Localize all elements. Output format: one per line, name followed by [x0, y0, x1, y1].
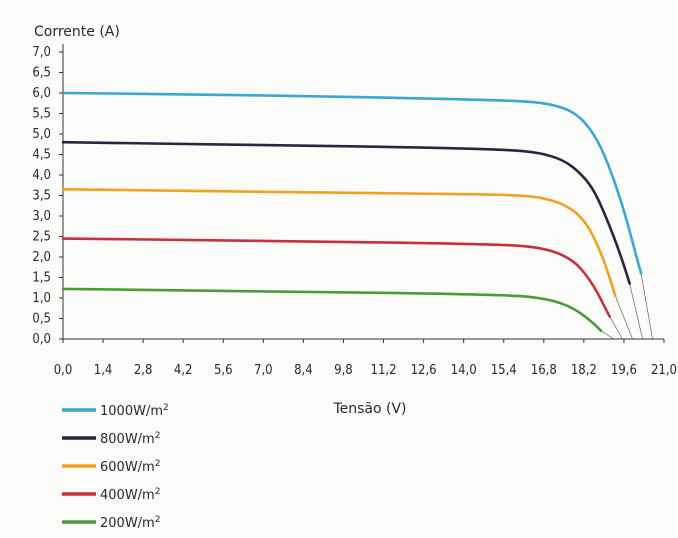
series-line-2: [61, 140, 631, 285]
y-tick-label: 6,0: [32, 86, 51, 101]
y-axis-title: Corrente (A): [34, 24, 120, 40]
x-axis-title: Tensão (V): [332, 401, 406, 417]
guide-line: [640, 273, 653, 340]
series-line-4: [61, 237, 611, 318]
legend-label: 200W/m2: [100, 515, 160, 531]
x-tick-label: 9,8: [334, 363, 353, 378]
x-tick-label: 14,0: [451, 363, 477, 378]
y-tick-label: 6,5: [32, 66, 51, 81]
guide-line: [600, 330, 615, 340]
ticks-layer: 0,0 0,5 1,0 1,5 2,0 2,5 3,0 3,5 4,0 4,5 5,0 5,5 6,0 6…: [32, 45, 677, 378]
legend-label: 400W/m2: [100, 487, 160, 503]
x-tick-label: 15,4: [491, 363, 517, 378]
guide-line: [615, 295, 633, 340]
legend-label: 800W/m2: [100, 431, 160, 447]
y-tick-label: 0,0: [32, 332, 51, 347]
y-tick-label: 7,0: [32, 45, 51, 60]
y-tick-label: 0,5: [32, 312, 51, 327]
x-tick-label: 19,6: [611, 363, 637, 378]
x-tick-label: 5,6: [214, 363, 233, 378]
y-tick-label: 5,0: [32, 127, 51, 142]
guide-line: [609, 316, 623, 340]
x-tick-label: 12,6: [411, 363, 437, 378]
y-tick-label: 2,0: [32, 250, 51, 265]
y-tick-label: 4,5: [32, 148, 51, 163]
x-tick-label: 11,2: [371, 363, 397, 378]
x-tick-label: 7,0: [254, 363, 273, 378]
series-line-1: [61, 91, 643, 275]
y-tick-label: 3,5: [32, 189, 51, 204]
y-tick-label: 3,0: [32, 209, 51, 224]
guide-line: [629, 283, 643, 340]
x-tick-label: 21,0: [651, 363, 677, 378]
y-tick-label: 5,5: [32, 107, 51, 122]
series-layer: [61, 91, 643, 333]
legend-label: 1000W/m2: [100, 403, 169, 419]
x-tick-label: 1,4: [94, 363, 113, 378]
y-tick-label: 1,5: [32, 271, 51, 286]
legend-label: 600W/m2: [100, 459, 160, 475]
x-tick-label: 0,0: [54, 363, 73, 378]
x-tick-label: 16,8: [531, 363, 557, 378]
series-line-3: [61, 188, 617, 298]
x-tick-label: 4,2: [174, 363, 193, 378]
y-tick-label: 2,5: [32, 230, 51, 245]
y-tick-label: 1,0: [32, 291, 51, 306]
series-line-5: [61, 287, 603, 333]
x-tick-label: 2,8: [134, 363, 153, 378]
x-tick-label: 18,2: [571, 363, 597, 378]
convergence-guides: [600, 273, 653, 340]
y-tick-label: 4,0: [32, 168, 51, 183]
legend: 1000W/m2 800W/m2 600W/m2 400W/m2 200W/m2: [62, 403, 169, 531]
x-tick-label: 8,4: [294, 363, 313, 378]
